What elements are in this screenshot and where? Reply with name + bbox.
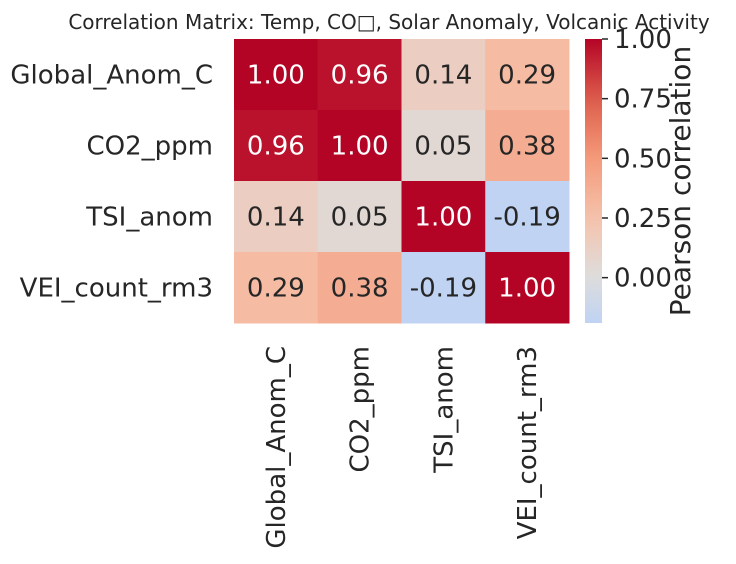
- cell-value-label: 0.05: [331, 203, 389, 233]
- row-tick-label: TSI_anom: [85, 203, 213, 233]
- heatmap-cell: [485, 39, 570, 111]
- heatmap-cell: [234, 181, 319, 253]
- chart-title: Correlation Matrix: Temp, CO□, Solar Ano…: [68, 10, 710, 34]
- colorbar-tick-label: 1.00: [614, 25, 672, 55]
- colorbar: 1.00 0.75 0.50 0.25 0.00 Pearson correlation: [585, 25, 697, 323]
- cell-value-label: 0.38: [498, 132, 556, 162]
- heatmap-cell: [234, 39, 319, 111]
- cell-value-label: 0.38: [331, 274, 389, 304]
- cell-value-label: 0.05: [414, 132, 472, 162]
- heatmap-cell: [485, 110, 570, 182]
- heatmap-cell: [485, 181, 570, 253]
- heatmap-cell: [317, 39, 402, 111]
- heatmap-cell: [234, 110, 319, 182]
- column-tick-label: VEI_count_rm3: [513, 346, 543, 539]
- heatmap-cell: [317, 252, 402, 324]
- cell-value-label: 0.29: [247, 274, 305, 304]
- heatmap-cell: [401, 39, 486, 111]
- row-tick-label: Global_Anom_C: [10, 61, 213, 91]
- cell-value-label: 1.00: [498, 274, 556, 304]
- cell-value-label: 0.29: [498, 61, 556, 91]
- row-tick-label: CO2_ppm: [87, 132, 214, 162]
- colorbar-label: Pearson correlation: [664, 46, 697, 316]
- heatmap-cells: 1.00 0.96 0.14 0.29 0.96 1.00 0.05 0.38 0.14 0.05…: [234, 39, 570, 324]
- cell-value-label: 1.00: [247, 61, 305, 91]
- column-tick-label: TSI_anom: [429, 346, 459, 474]
- colorbar-gradient: [585, 39, 602, 323]
- cell-value-label: -0.19: [410, 274, 477, 304]
- colorbar-ticks: 1.00 0.75 0.50 0.25 0.00: [602, 25, 672, 294]
- heatmap-cell: [401, 110, 486, 182]
- row-tick-label: VEI_count_rm3: [20, 274, 213, 304]
- cell-value-label: 0.96: [331, 61, 389, 91]
- cell-value-label: 0.14: [247, 203, 305, 233]
- cell-value-label: 0.96: [247, 132, 305, 162]
- heatmap-cell: [234, 252, 319, 324]
- colorbar-tick-label: 0.00: [614, 264, 672, 294]
- row-labels: Global_Anom_C CO2_ppm TSI_anom VEI_count_rm…: [10, 61, 213, 304]
- colorbar-tick-label: 0.50: [614, 144, 672, 174]
- heatmap-cell: [317, 181, 402, 253]
- cell-value-label: 1.00: [331, 132, 389, 162]
- cell-value-label: 1.00: [414, 203, 472, 233]
- heatmap-cell: [401, 252, 486, 324]
- heatmap-cell: [317, 110, 402, 182]
- column-labels: Global_Anom_C CO2_ppm TSI_anom VEI_count_rm…: [262, 346, 543, 549]
- cell-value-label: -0.19: [493, 203, 560, 233]
- cell-value-label: 0.14: [414, 61, 472, 91]
- column-tick-label: CO2_ppm: [346, 346, 376, 473]
- colorbar-tick-label: 0.75: [614, 85, 672, 115]
- heatmap-cell: [401, 181, 486, 253]
- heatmap-cell: [485, 252, 570, 324]
- colorbar-tick-label: 0.25: [614, 204, 672, 234]
- column-tick-label: Global_Anom_C: [262, 346, 292, 549]
